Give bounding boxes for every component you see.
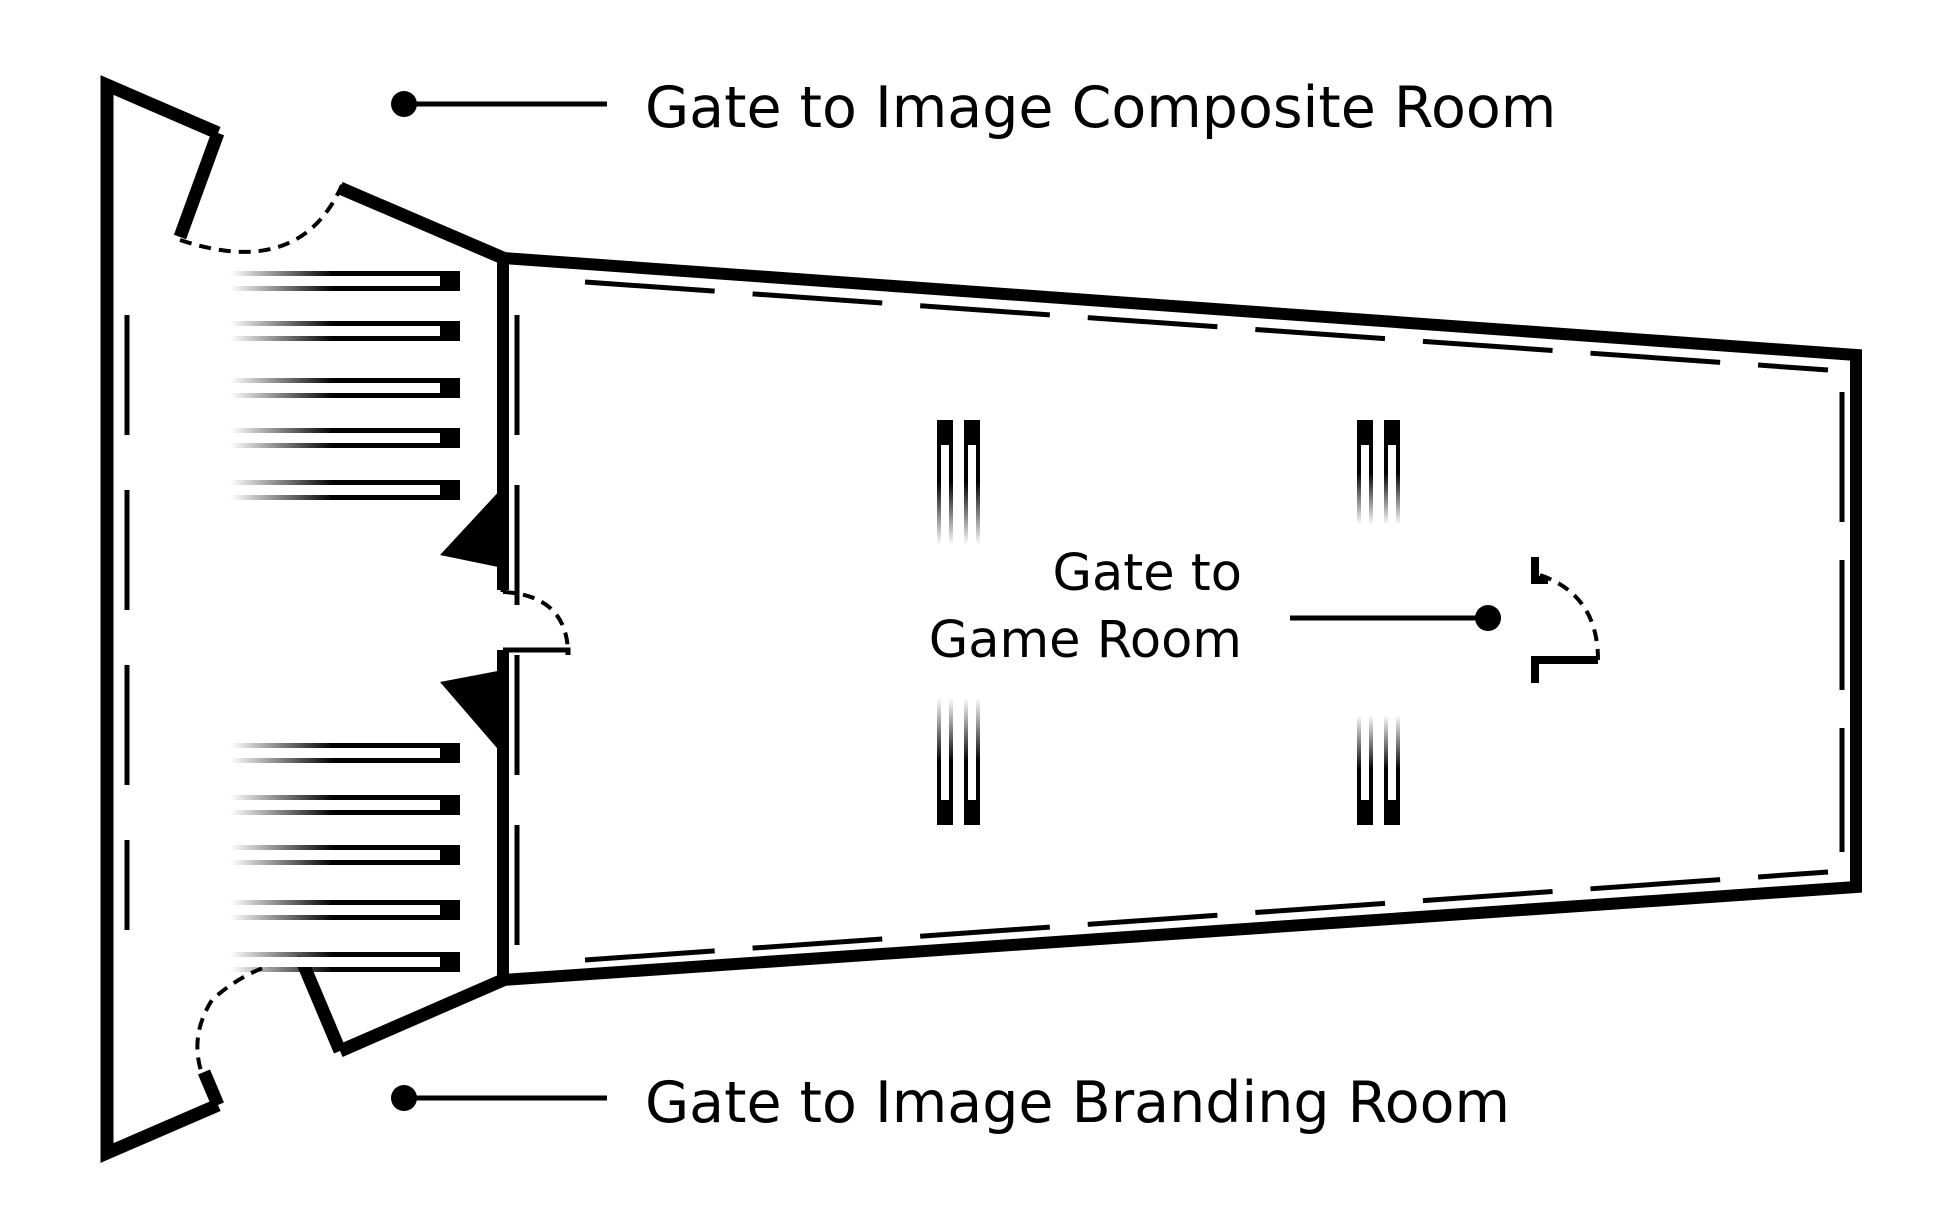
- partition-post: [1357, 715, 1400, 825]
- callout-center: [1290, 605, 1501, 631]
- entry-rail: [230, 845, 460, 865]
- label-gate-game-room-line2: Game Room: [929, 611, 1242, 670]
- entry-rail: [230, 378, 460, 398]
- entry-rail: [230, 480, 460, 500]
- game-room-door: [1531, 557, 1598, 683]
- entry-rail: [230, 952, 460, 972]
- callout-bottom: [391, 1085, 607, 1111]
- entry-rails-bottom: [230, 743, 460, 972]
- entrance-wedges: [440, 487, 503, 755]
- entry-rail: [230, 795, 460, 815]
- vestibule-walls: [100, 75, 506, 1163]
- label-gate-image-branding-room: Gate to Image Branding Room: [645, 1070, 1510, 1136]
- partition-posts: [937, 420, 1400, 825]
- partition-post: [937, 698, 980, 825]
- callout-top: [391, 91, 607, 117]
- partition-post: [1357, 420, 1400, 525]
- entry-rail: [230, 428, 460, 448]
- entry-rail: [230, 271, 460, 291]
- partition-post: [937, 420, 980, 545]
- entry-rail: [230, 900, 460, 920]
- label-gate-image-composite-room: Gate to Image Composite Room: [645, 75, 1556, 141]
- entry-rail: [230, 743, 460, 763]
- main-hall-inner-dashes: [124, 279, 1845, 963]
- entry-rail: [230, 321, 460, 341]
- label-gate-game-room-line1: Gate to: [1052, 544, 1242, 603]
- entry-rails-top: [230, 271, 460, 500]
- callout-marker: [1475, 605, 1501, 631]
